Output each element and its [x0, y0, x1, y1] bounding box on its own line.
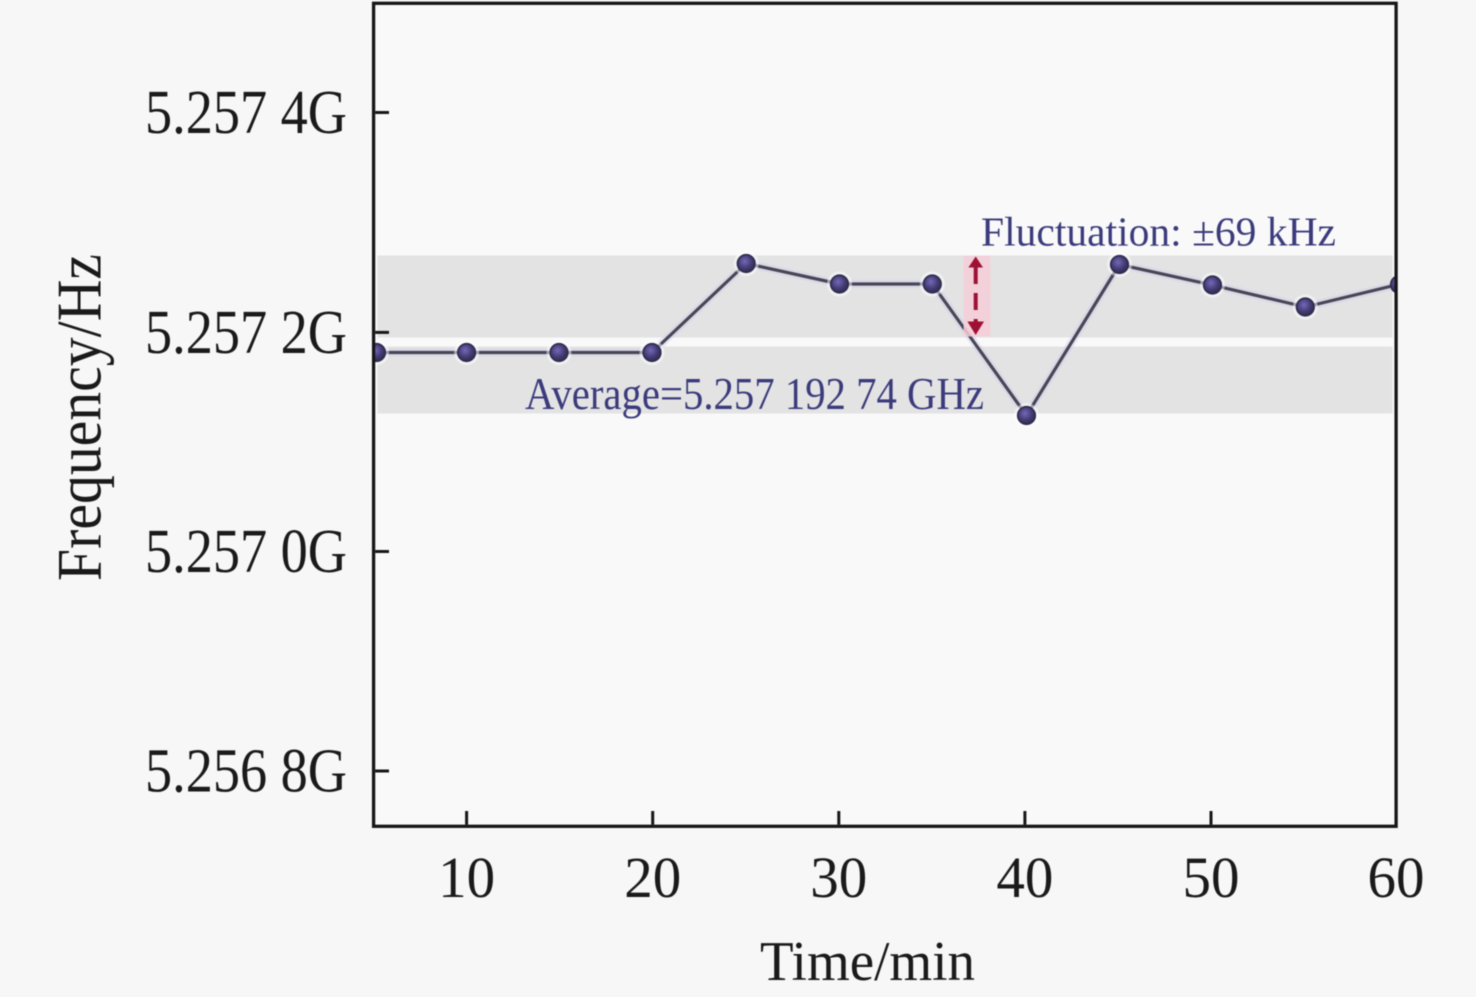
svg-text:Frequency/Hz: Frequency/Hz	[44, 254, 115, 581]
svg-text:20: 20	[624, 845, 681, 910]
svg-text:60: 60	[1368, 845, 1425, 910]
svg-text:5.257 0G: 5.257 0G	[145, 518, 347, 586]
svg-text:Average=5.257 192 74 GHz: Average=5.257 192 74 GHz	[525, 368, 984, 419]
svg-text:Time/min: Time/min	[760, 931, 975, 993]
svg-text:Fluctuation: ±69 kHz: Fluctuation: ±69 kHz	[981, 209, 1336, 255]
svg-text:5.257 4G: 5.257 4G	[145, 79, 347, 147]
svg-text:5.256 8G: 5.256 8G	[145, 738, 347, 806]
svg-text:10: 10	[438, 845, 495, 910]
svg-text:40: 40	[996, 845, 1053, 910]
svg-text:30: 30	[810, 845, 867, 910]
svg-text:50: 50	[1183, 845, 1240, 910]
svg-text:5.257 2G: 5.257 2G	[145, 299, 347, 367]
